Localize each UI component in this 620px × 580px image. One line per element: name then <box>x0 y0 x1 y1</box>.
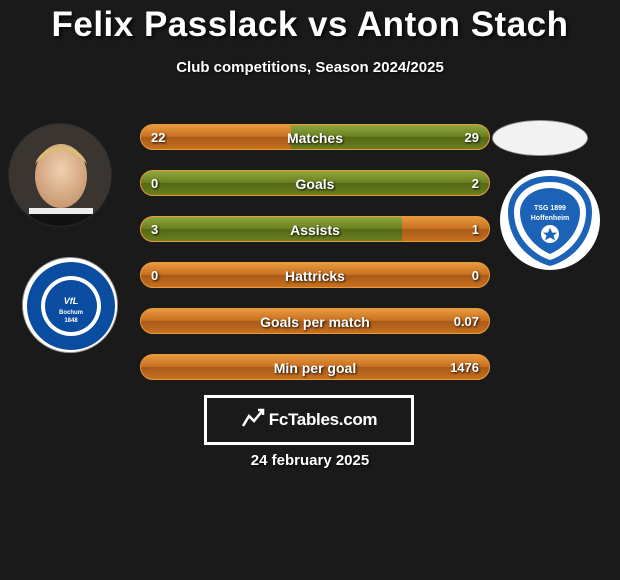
stat-value-right: 1476 <box>450 355 479 379</box>
stat-label: Assists <box>141 217 489 241</box>
stat-value-right: 0.07 <box>454 309 479 333</box>
svg-text:TSG 1899: TSG 1899 <box>534 205 566 212</box>
stat-value-right: 0 <box>472 263 479 287</box>
svg-text:1848: 1848 <box>64 318 78 324</box>
player-right-avatar <box>492 120 588 156</box>
player-left-avatar <box>8 123 112 227</box>
subtitle: Club competitions, Season 2024/2025 <box>0 59 620 76</box>
brand-box[interactable]: FcTables.com <box>204 395 414 445</box>
stat-label: Goals <box>141 171 489 195</box>
stat-label: Goals per match <box>141 309 489 333</box>
stat-value-right: 29 <box>465 125 479 149</box>
svg-text:VfL: VfL <box>64 296 79 306</box>
stat-row: 0Hattricks0 <box>140 262 490 288</box>
stat-label: Hattricks <box>141 263 489 287</box>
club-right-logo: TSG 1899 Hoffenheim <box>500 170 600 270</box>
svg-text:Bochum: Bochum <box>59 310 83 316</box>
brand-text: FcTables.com <box>269 410 378 430</box>
date-text: 24 february 2025 <box>0 452 620 469</box>
stat-value-right: 1 <box>472 217 479 241</box>
stat-row: Min per goal1476 <box>140 354 490 380</box>
stat-label: Matches <box>141 125 489 149</box>
svg-text:Hoffenheim: Hoffenheim <box>531 215 570 222</box>
stats-panel: 22Matches290Goals23Assists10Hattricks0Go… <box>140 124 490 400</box>
brand-icon <box>241 406 265 435</box>
stat-label: Min per goal <box>141 355 489 379</box>
page-title: Felix Passlack vs Anton Stach <box>0 0 620 45</box>
stat-value-right: 2 <box>472 171 479 195</box>
stat-row: Goals per match0.07 <box>140 308 490 334</box>
stat-row: 3Assists1 <box>140 216 490 242</box>
stat-row: 22Matches29 <box>140 124 490 150</box>
club-left-logo: VfL Bochum 1848 <box>22 257 118 353</box>
stat-row: 0Goals2 <box>140 170 490 196</box>
